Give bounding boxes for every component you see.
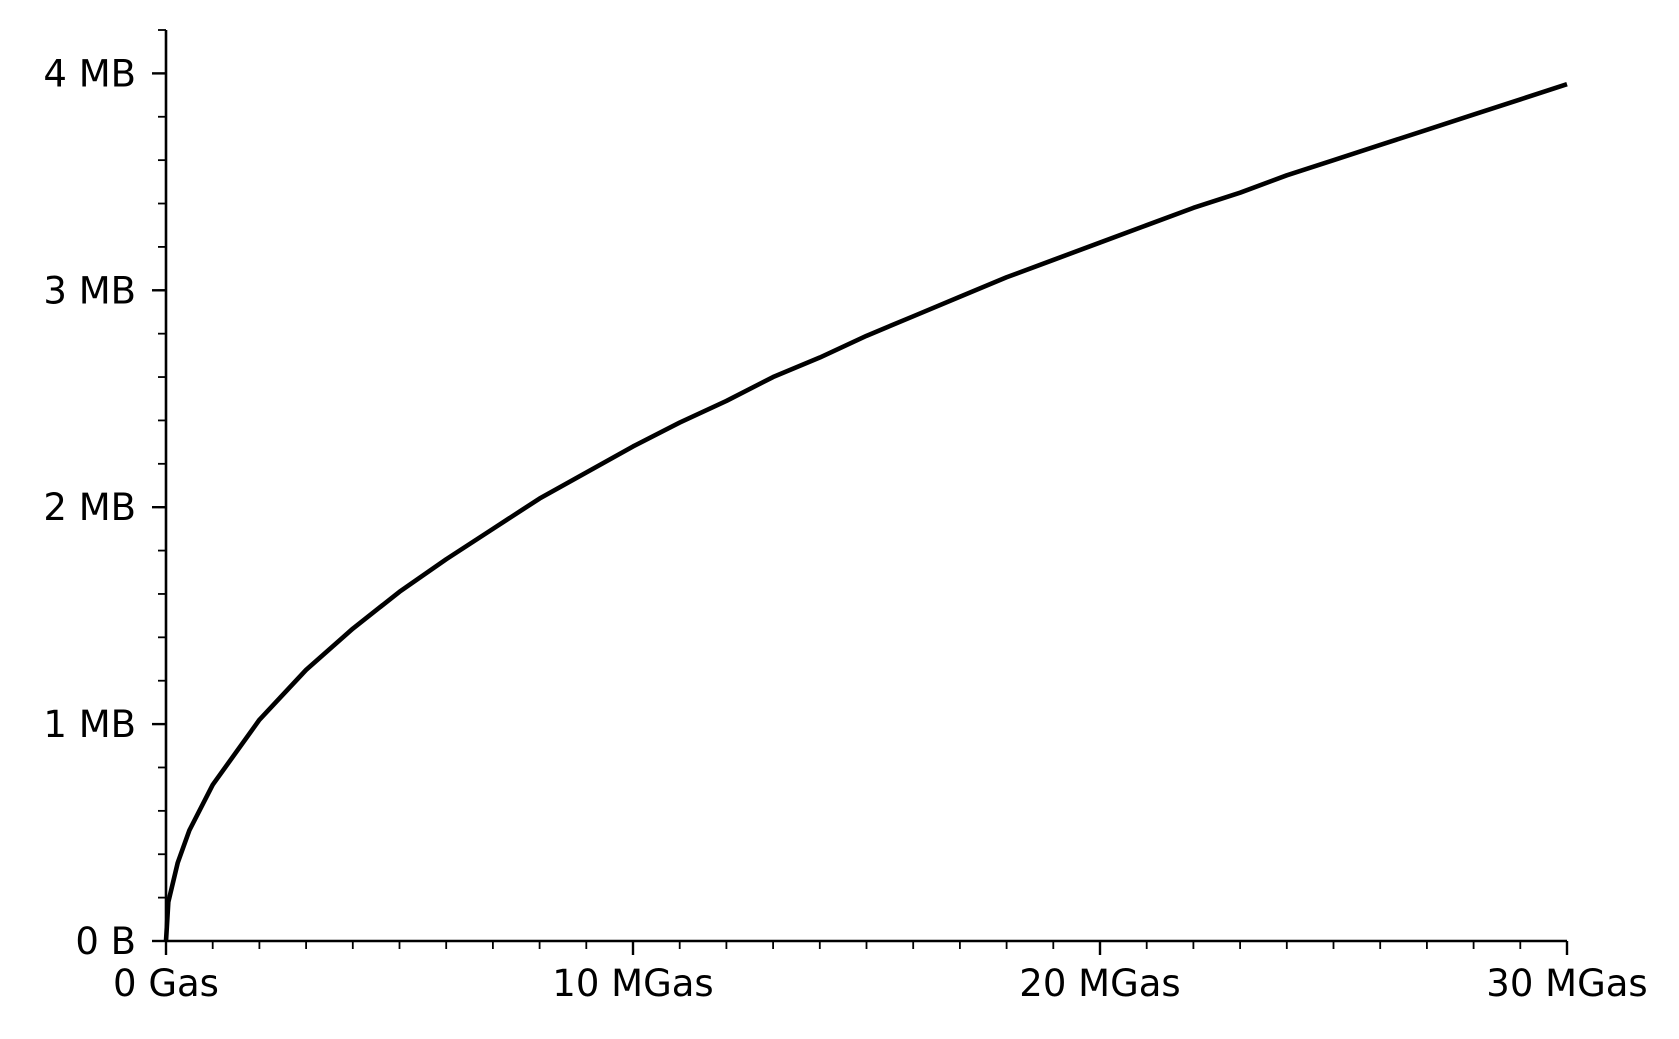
series-line xyxy=(163,82,1568,942)
ticks xyxy=(152,29,1569,955)
y-tick-label: 4 MB xyxy=(43,52,136,95)
y-tick-label: 0 B xyxy=(75,920,136,963)
tick-labels: 0 Gas 10 MGas 20 MGas 30 MGas 0 B 1 MB 2 MB 3 M… xyxy=(43,52,1647,1005)
x-tick-label: 0 Gas xyxy=(113,962,219,1005)
x-tick-label: 20 MGas xyxy=(1019,962,1180,1005)
x-tick-label: 10 MGas xyxy=(552,962,713,1005)
y-tick-label: 3 MB xyxy=(43,269,136,312)
series xyxy=(163,82,1568,942)
y-tick-label: 1 MB xyxy=(43,703,136,746)
axes xyxy=(164,30,1567,943)
y-tick-label: 2 MB xyxy=(43,486,136,529)
x-tick-label: 30 MGas xyxy=(1486,962,1647,1005)
